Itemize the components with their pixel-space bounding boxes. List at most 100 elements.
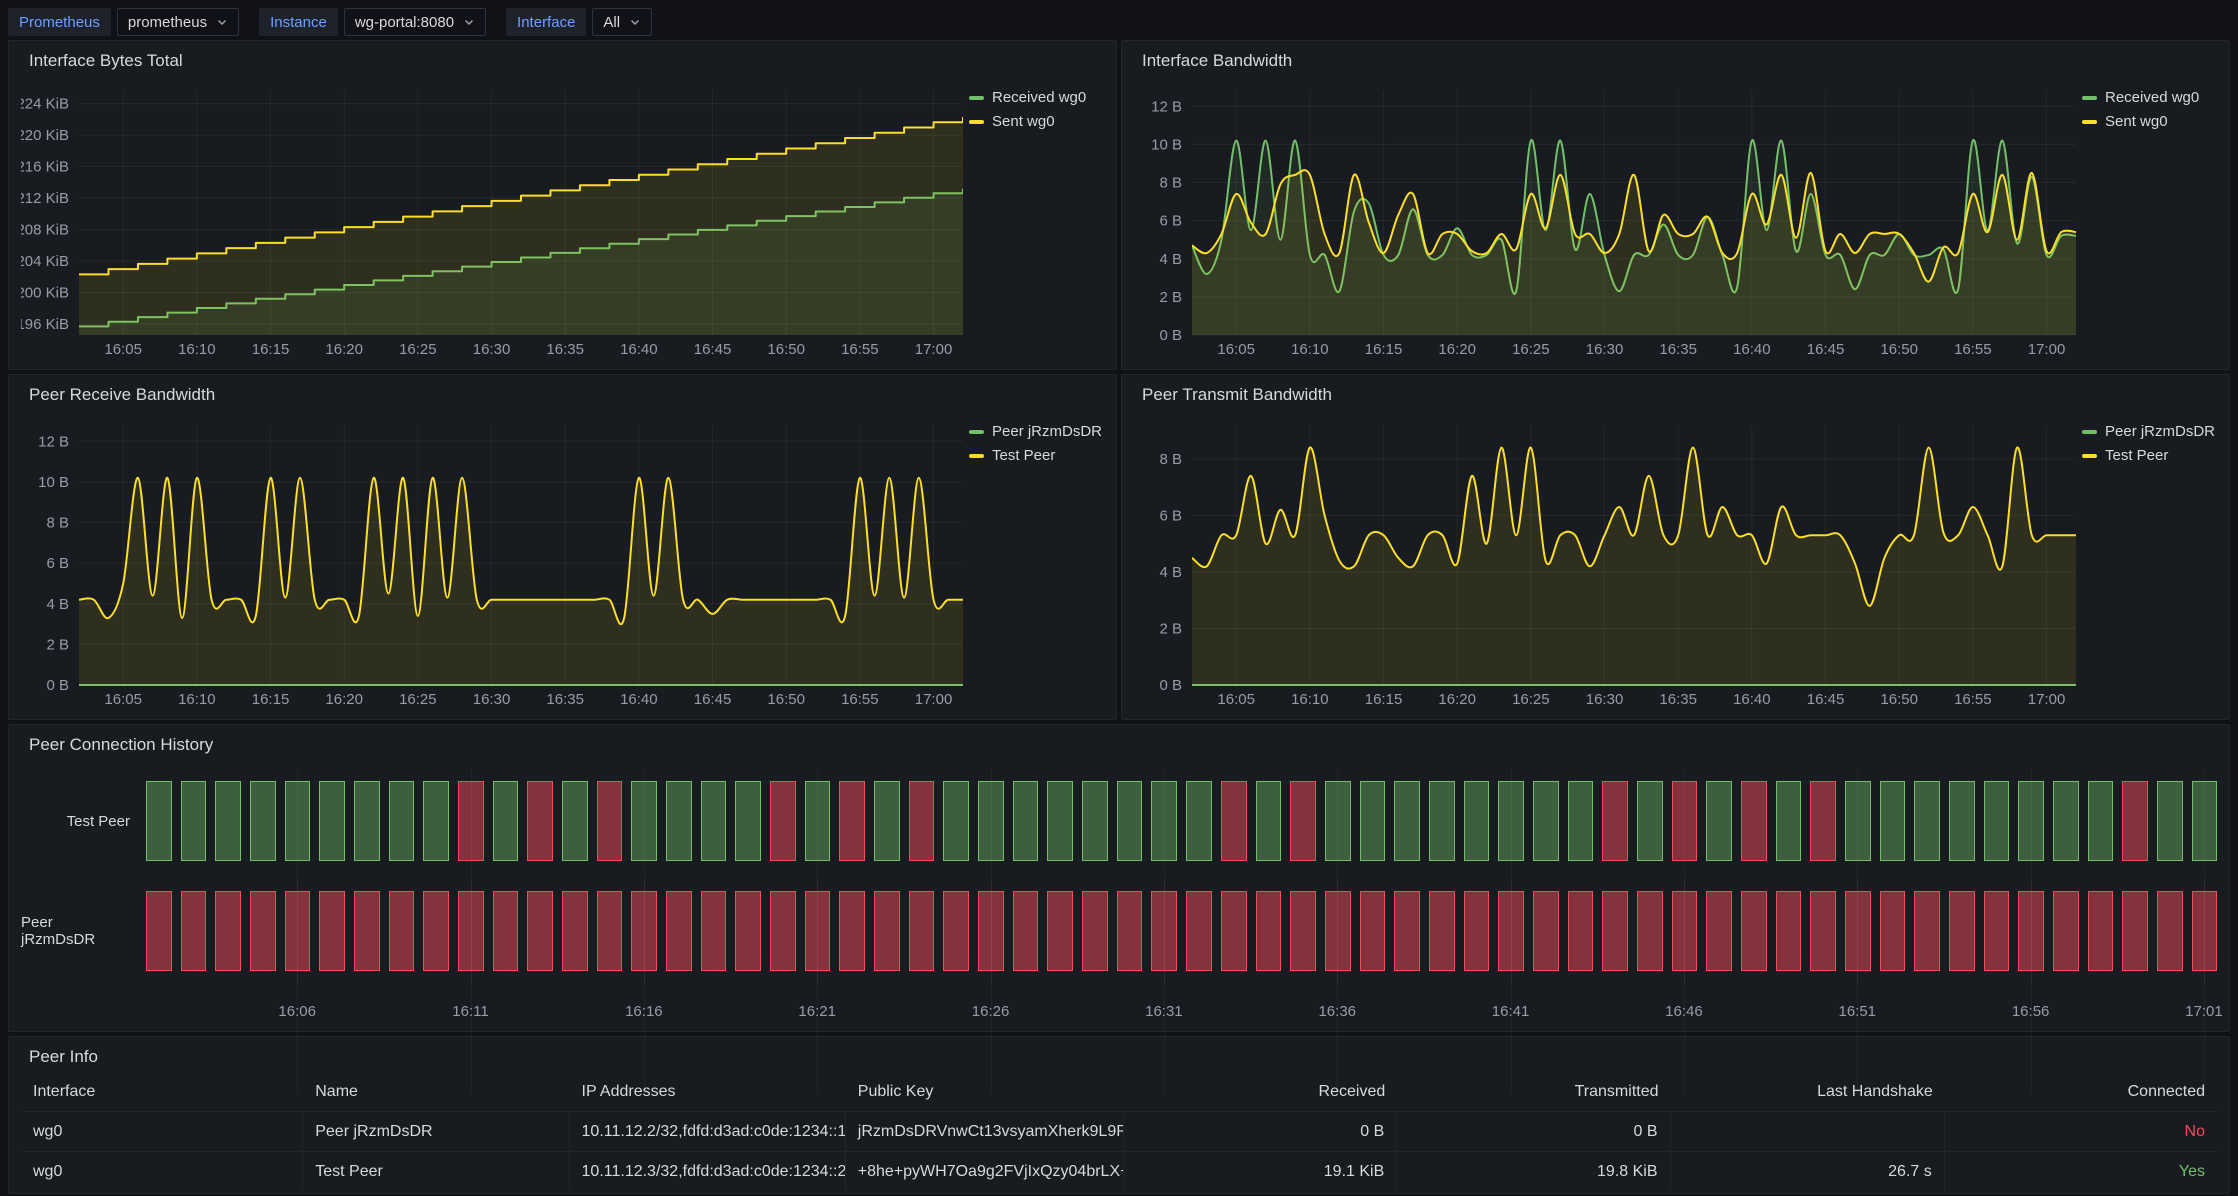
status-bar-connected[interactable] <box>354 781 380 861</box>
status-bar-disconnected[interactable] <box>978 891 1004 971</box>
status-bar-disconnected[interactable] <box>839 781 866 861</box>
status-bar-disconnected[interactable] <box>1706 891 1732 971</box>
status-bar-disconnected[interactable] <box>2191 891 2218 971</box>
status-bar-connected[interactable] <box>874 781 900 861</box>
status-bar-disconnected[interactable] <box>1324 891 1351 971</box>
status-bar-disconnected[interactable] <box>458 891 484 971</box>
status-bar-connected[interactable] <box>1428 781 1455 861</box>
column-header-ip-addresses[interactable]: IP Addresses <box>581 1083 676 1100</box>
status-bar-disconnected[interactable] <box>1810 891 1836 971</box>
status-bar-disconnected[interactable] <box>1220 891 1247 971</box>
status-bar-connected[interactable] <box>388 781 415 861</box>
legend-item-received-wg0[interactable]: Received wg0 <box>969 89 1104 106</box>
status-bar-disconnected[interactable] <box>1428 891 1455 971</box>
status-bar-disconnected[interactable] <box>700 891 727 971</box>
status-bar-disconnected[interactable] <box>1602 781 1628 861</box>
status-bar-disconnected[interactable] <box>180 891 207 971</box>
status-bar-connected[interactable] <box>943 781 970 861</box>
status-bar-connected[interactable] <box>1532 781 1559 861</box>
status-bar-disconnected[interactable] <box>943 891 970 971</box>
status-bar-disconnected[interactable] <box>1636 891 1663 971</box>
status-bar-disconnected[interactable] <box>1879 891 1906 971</box>
legend-item-peer-jrzmdsdr[interactable]: Peer jRzmDsDR <box>969 423 1104 440</box>
status-bar-connected[interactable] <box>180 781 207 861</box>
status-bar-connected[interactable] <box>666 781 692 861</box>
status-bar-disconnected[interactable] <box>596 781 623 861</box>
status-bar-disconnected[interactable] <box>770 781 796 861</box>
status-bar-disconnected[interactable] <box>2122 891 2148 971</box>
status-bar-disconnected[interactable] <box>1914 891 1940 971</box>
status-bar-connected[interactable] <box>1948 781 1975 861</box>
column-header-interface[interactable]: Interface <box>33 1083 96 1100</box>
status-bar-disconnected[interactable] <box>562 891 588 971</box>
status-bar-connected[interactable] <box>1151 781 1178 861</box>
status-bar-disconnected[interactable] <box>1498 891 1524 971</box>
status-bar-disconnected[interactable] <box>1082 891 1108 971</box>
variable-value-dropdown-prometheus[interactable]: prometheus <box>116 8 240 36</box>
status-bar-connected[interactable] <box>1983 781 2010 861</box>
status-bar-disconnected[interactable] <box>804 891 831 971</box>
legend-item-test-peer[interactable]: Test Peer <box>969 447 1104 464</box>
status-bar-connected[interactable] <box>1255 781 1282 861</box>
status-bar-connected[interactable] <box>250 781 276 861</box>
panel-title[interactable]: Peer Connection History <box>29 735 214 754</box>
status-bar-connected[interactable] <box>1463 781 1490 861</box>
legend-item-sent-wg0[interactable]: Sent wg0 <box>969 113 1104 130</box>
column-header-public-key[interactable]: Public Key <box>857 1083 934 1100</box>
status-bar-connected[interactable] <box>1706 781 1732 861</box>
status-bar-disconnected[interactable] <box>284 891 311 971</box>
status-bar-disconnected[interactable] <box>1602 891 1628 971</box>
status-bar-disconnected[interactable] <box>354 891 380 971</box>
status-bar-disconnected[interactable] <box>908 891 935 971</box>
status-bar-connected[interactable] <box>562 781 588 861</box>
chart-plot-interface-bandwidth[interactable]: 0 B 2 B 4 B 6 B 8 B 10 B 12 B 16:05 16:10 16:15 16… <box>1134 77 2082 361</box>
status-bar-connected[interactable] <box>978 781 1004 861</box>
status-bar-disconnected[interactable] <box>1290 781 1316 861</box>
status-bar-disconnected[interactable] <box>2122 781 2148 861</box>
status-bar-disconnected[interactable] <box>423 891 450 971</box>
chart-plot-peer-receive-bandwidth[interactable]: 0 B 2 B 4 B 6 B 8 B 10 B 12 B 16:05 16:10 16:15 16… <box>21 411 969 711</box>
status-bar-connected[interactable] <box>700 781 727 861</box>
panel-title[interactable]: Peer Transmit Bandwidth <box>1142 385 1332 404</box>
chart-plot-peer-transmit-bandwidth[interactable]: 0 B 2 B 4 B 6 B 8 B 16:05 16:10 16:15 16:20 16:25… <box>1134 411 2082 711</box>
status-bar-disconnected[interactable] <box>1186 891 1212 971</box>
status-bar-connected[interactable] <box>1186 781 1212 861</box>
status-bar-disconnected[interactable] <box>1567 891 1594 971</box>
status-bar-disconnected[interactable] <box>2018 891 2044 971</box>
status-bar-disconnected[interactable] <box>215 891 242 971</box>
status-bar-disconnected[interactable] <box>319 891 346 971</box>
status-bar-connected[interactable] <box>1498 781 1524 861</box>
status-bar-connected[interactable] <box>1879 781 1906 861</box>
status-bar-connected[interactable] <box>1012 781 1039 861</box>
status-bar-disconnected[interactable] <box>146 891 172 971</box>
status-bar-disconnected[interactable] <box>1463 891 1490 971</box>
status-bar-disconnected[interactable] <box>1151 891 1178 971</box>
legend-item-peer-jrzmdsdr[interactable]: Peer jRzmDsDR <box>2082 423 2217 440</box>
status-bar-disconnected[interactable] <box>631 891 658 971</box>
variable-value-dropdown-instance[interactable]: wg-portal:8080 <box>343 8 487 36</box>
panel-title[interactable]: Interface Bytes Total <box>29 51 183 70</box>
status-bar-disconnected[interactable] <box>527 781 554 861</box>
column-header-transmitted[interactable]: Transmitted <box>1574 1083 1659 1100</box>
status-bar-connected[interactable] <box>1567 781 1594 861</box>
status-bar-disconnected[interactable] <box>1740 781 1767 861</box>
status-bar-disconnected[interactable] <box>2052 891 2079 971</box>
status-bar-connected[interactable] <box>1636 781 1663 861</box>
status-bar-disconnected[interactable] <box>388 891 415 971</box>
status-bar-disconnected[interactable] <box>458 781 484 861</box>
status-bar-disconnected[interactable] <box>1948 891 1975 971</box>
status-bar-disconnected[interactable] <box>1671 781 1698 861</box>
variable-value-dropdown-interface[interactable]: All <box>592 8 653 36</box>
status-bar-connected[interactable] <box>215 781 242 861</box>
status-bar-disconnected[interactable] <box>527 891 554 971</box>
status-bar-disconnected[interactable] <box>770 891 796 971</box>
status-bar-connected[interactable] <box>1324 781 1351 861</box>
status-bar-connected[interactable] <box>284 781 311 861</box>
status-bar-disconnected[interactable] <box>2087 891 2114 971</box>
status-bar-disconnected[interactable] <box>1012 891 1039 971</box>
status-bar-disconnected[interactable] <box>250 891 276 971</box>
legend-item-test-peer[interactable]: Test Peer <box>2082 447 2217 464</box>
status-bar-disconnected[interactable] <box>2156 891 2183 971</box>
status-bar-disconnected[interactable] <box>1844 891 1871 971</box>
status-bar-connected[interactable] <box>735 781 762 861</box>
